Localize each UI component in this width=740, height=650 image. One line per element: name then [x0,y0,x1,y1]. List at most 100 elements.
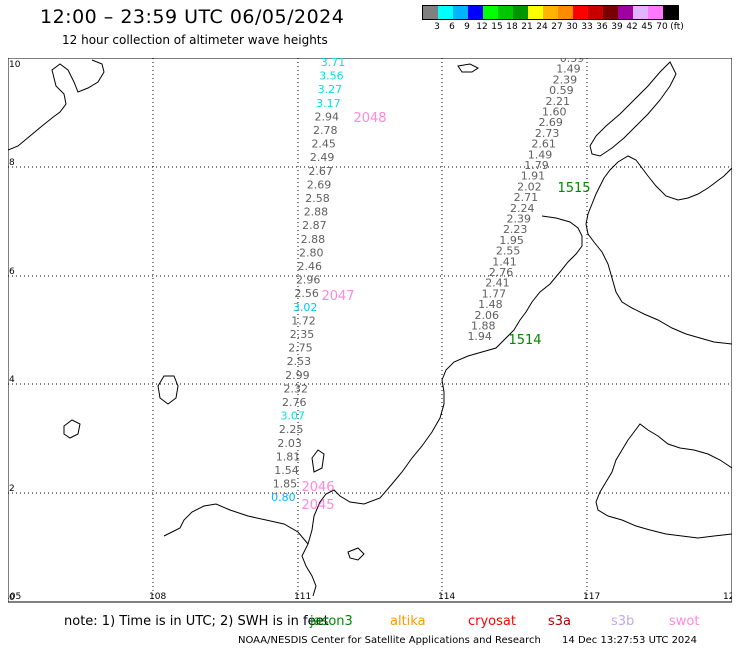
swh-value: 1.94 [467,330,492,343]
legend-labels: 3 6 9 12 15 18 21 24 27 30 33 36 39 42 45 70 (ft) [422,20,684,34]
swh-value: 3.27 [318,83,343,96]
legend-label: 24 [536,22,548,32]
color-legend: 3 6 9 12 15 18 21 24 27 30 33 36 39 42 45 70 (ft) [422,5,684,34]
satellite-name: s3b [611,614,635,629]
wave-height-map[interactable]: 1051081111141171200246810 3.713.563.273.… [8,58,732,603]
swh-value: 1.49 [556,63,581,76]
swh-value: 2.67 [308,165,333,178]
legend-label: 70 [656,22,668,32]
legend-label: 45 [641,22,653,32]
swh-value: 2.58 [305,192,330,205]
coastline-peninsula-south [163,503,309,545]
swh-value: 2.69 [538,116,563,129]
legend-label: 39 [611,22,623,32]
swh-value: 2.88 [301,233,326,246]
legend-swatch [438,6,453,19]
swh-value: 1.41 [492,255,517,268]
legend-swatch [453,6,468,19]
island-north-small [457,63,479,73]
lat-tick-label: 2 [9,484,15,494]
swh-value: 2.55 [496,245,521,258]
legend-swatch [528,6,543,19]
lat-tick-label: 6 [9,267,15,277]
legend-swatch [498,6,513,19]
legend-label: 21 [521,22,533,32]
lon-tick-label: 120 [723,592,732,602]
island-south-mid [347,547,365,561]
legend-label: 18 [506,22,518,32]
chart-subtitle: 12 hour collection of altimeter wave hei… [62,33,328,47]
lon-tick-label: 114 [438,592,455,602]
legend-label: 3 [434,22,440,32]
legend-swatch [603,6,618,19]
swh-value: 1.79 [524,159,549,172]
swh-value: 2.94 [315,110,340,123]
track-id-label: 2045 [301,498,334,513]
swh-value: 1.81 [276,450,301,463]
legend-swatch [588,6,603,19]
swh-value: 0.80 [271,491,296,504]
legend-label: 27 [551,22,563,32]
track-id-label: 1514 [508,333,541,348]
legend-label: 6 [449,22,455,32]
swh-value: 2.45 [311,138,336,151]
chart-title: 12:00 – 23:59 UTC 06/05/2024 [40,6,345,28]
swh-value: 2.23 [503,223,528,236]
swh-value: 3.71 [321,58,346,69]
legend-label: 36 [596,22,608,32]
swh-value: 2.75 [288,342,313,355]
legend-swatch [618,6,633,19]
swh-value: 1.48 [478,298,503,311]
swh-value: 1.88 [471,320,496,333]
swh-value: 2.78 [313,124,338,137]
island-south-peninsula [311,449,325,473]
coastline-east-island [595,423,732,539]
lat-tick-label: 8 [9,158,15,168]
swh-value: 1.49 [528,148,553,161]
legend-swatch [648,6,663,19]
swh-value: 2.99 [285,369,310,382]
map-grid [8,58,732,602]
footer-timestamp: 14 Dec 13:27:53 UTC 2024 [562,635,698,646]
satellite-name: jason3 [310,614,353,629]
satellite-name: swot [669,614,700,629]
swh-value: 1.60 [542,106,567,119]
legend-swatch [663,6,678,19]
satellite-name: s3a [548,614,572,629]
track-west: 3.713.563.273.172.942.782.452.492.672.69… [271,58,345,504]
legend-swatch [483,6,498,19]
swh-value: 2.21 [546,95,571,108]
legend-swatch [543,6,558,19]
lat-tick-label: 4 [9,375,15,385]
legend-swatch [513,6,528,19]
swh-value: 1.85 [273,478,298,491]
legend-color-bar [422,5,679,20]
swh-value: 2.73 [535,127,560,140]
legend-label: 15 [491,22,503,32]
footer: NOAA/NESDIS Center for Satellite Applica… [238,635,697,646]
legend-label: 33 [581,22,593,32]
track-id-label: 2046 [301,480,334,495]
swh-value: 1.95 [499,234,524,247]
swh-value: 2.61 [531,138,556,151]
island-west [157,375,179,405]
lon-tick-label: 117 [583,592,600,602]
swh-value: 2.96 [296,274,321,287]
swh-value: 2.25 [279,423,304,436]
swh-value: 2.03 [277,437,302,450]
legend-swatch [468,6,483,19]
coastline-north-island [589,61,677,157]
track-id-label: 2047 [321,289,354,304]
swh-value: 2.39 [507,213,532,226]
swh-value: 2.71 [514,191,539,204]
legend-label: 12 [476,22,488,32]
lon-tick-label: 111 [294,592,311,602]
legend-swatch [633,6,648,19]
swh-value: 2.24 [510,202,535,215]
swh-value: 3.07 [280,410,305,423]
swh-value: 3.17 [316,97,341,110]
swh-value: 0.59 [549,84,574,97]
track-ids: 2048 1515 2047 1514 2046 2045 [301,111,590,513]
swh-value: 3.56 [319,70,344,83]
swh-value: 2.39 [553,73,578,86]
